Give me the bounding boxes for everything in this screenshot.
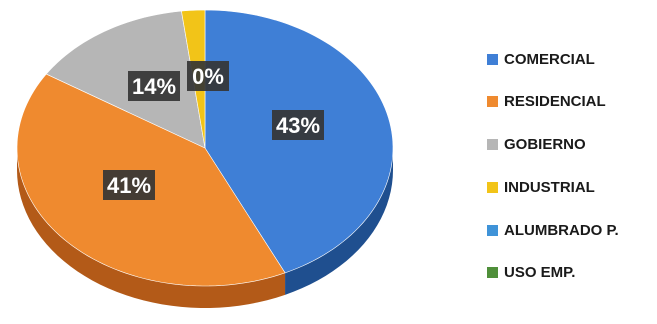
pie-side-comercial [285, 148, 393, 295]
chart-legend: COMERCIAL RESIDENCIAL GOBIERNO INDUSTRIAL AL… [487, 48, 655, 305]
legend-label: INDUSTRIAL [504, 178, 595, 196]
legend-swatch [487, 53, 498, 65]
pie-slice-comercial [204, 9, 394, 274]
legend-label: COMERCIAL [504, 50, 595, 68]
legend-label: GOBIERNO [504, 136, 586, 154]
data-label-text: 43% [276, 113, 320, 138]
pie-side-walls [17, 148, 393, 308]
legend-swatch [487, 96, 498, 108]
pie-data-labels: 43% 41% 14% 0% [103, 61, 324, 200]
data-label-box [103, 170, 155, 200]
data-label-box [128, 71, 180, 101]
legend-item-comercial: COMERCIAL [487, 48, 655, 70]
data-label-41-pct: 41% [103, 170, 155, 200]
data-label-text: 0% [192, 64, 224, 89]
legend-item-gobierno: GOBIERNO [487, 134, 655, 156]
legend-swatch [487, 181, 498, 193]
pie-slice-gobierno [45, 10, 206, 149]
data-label-box [272, 110, 324, 140]
data-label-43-pct: 43% [272, 110, 324, 140]
pie-side-residencial [17, 148, 286, 308]
legend-item-uso-emp: USO EMP. [487, 262, 655, 284]
legend-label: ALUMBRADO P. [504, 221, 619, 239]
data-label-text: 14% [132, 74, 176, 99]
data-label-box [187, 61, 229, 91]
pie-slices [16, 9, 394, 287]
data-label-text: 41% [107, 173, 151, 198]
data-label-0-pct: 0% [187, 61, 229, 91]
pie-chart-plot: 43% 41% 14% 0% [16, 9, 394, 308]
legend-label: USO EMP. [504, 264, 576, 282]
legend-item-residencial: RESIDENCIAL [487, 91, 655, 113]
data-label-14-pct: 14% [128, 71, 180, 101]
legend-label: RESIDENCIAL [504, 93, 606, 111]
legend-item-industrial: INDUSTRIAL [487, 176, 655, 198]
legend-item-alumbrado-p: ALUMBRADO P. [487, 219, 655, 241]
legend-swatch [487, 139, 498, 151]
legend-swatch [487, 224, 498, 236]
legend-swatch [487, 267, 498, 279]
